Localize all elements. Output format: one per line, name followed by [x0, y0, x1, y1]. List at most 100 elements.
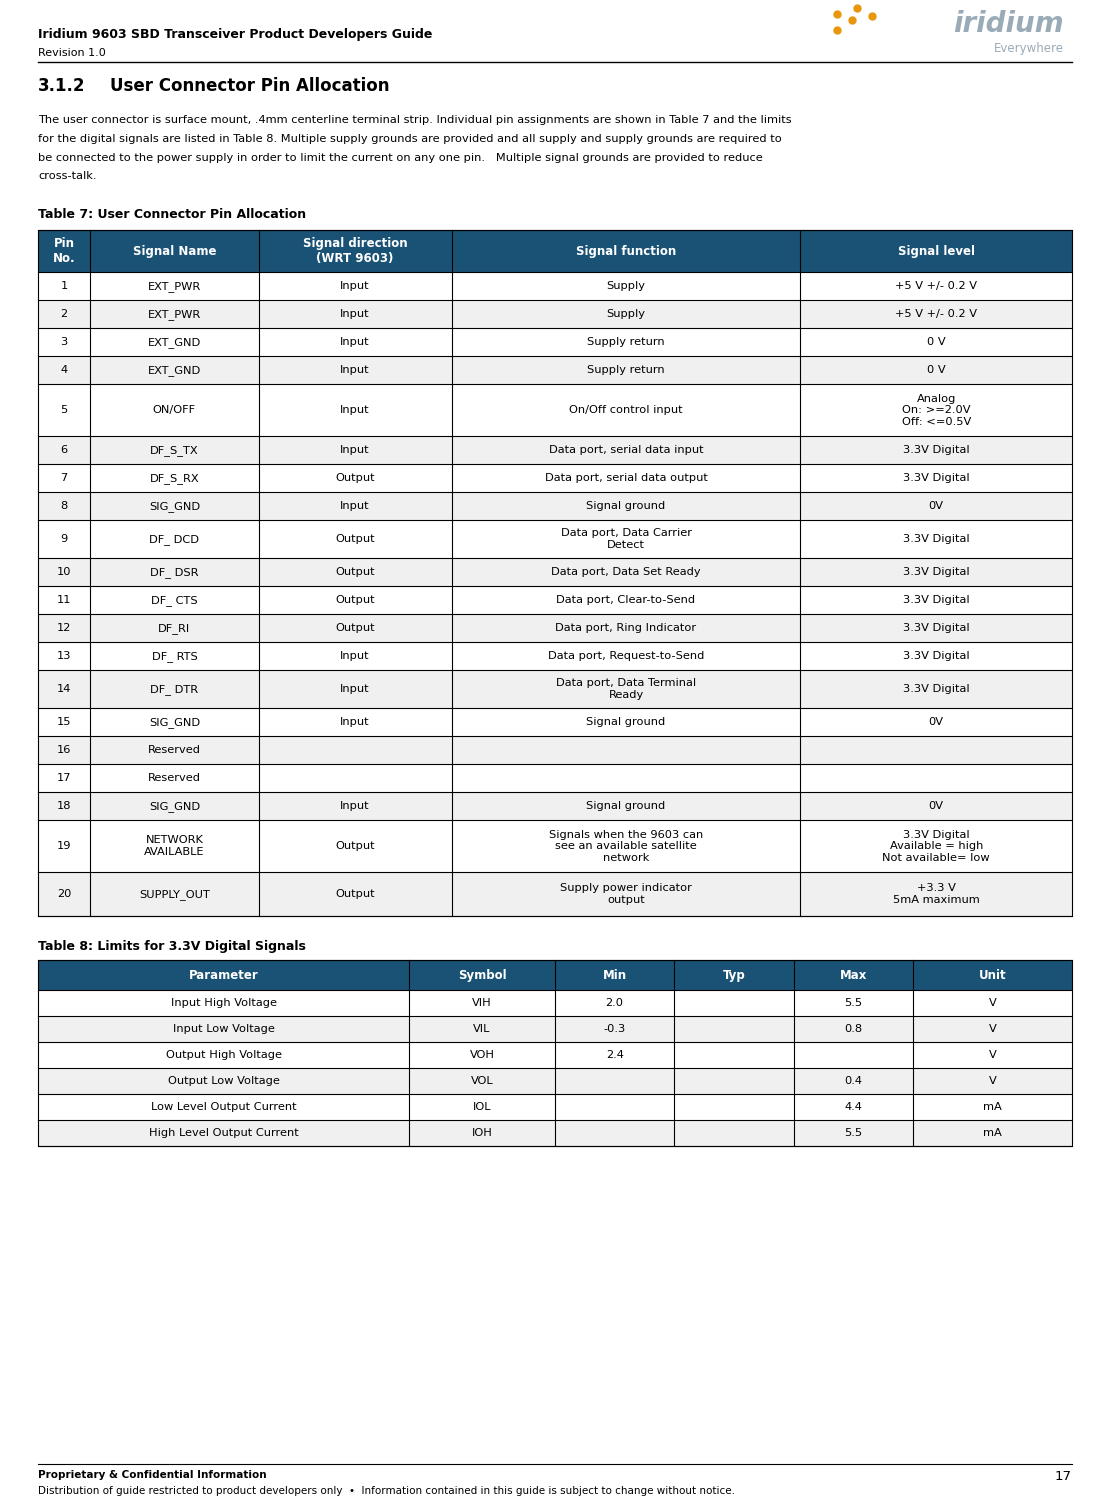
Text: 10: 10	[57, 568, 71, 577]
Text: be connected to the power supply in order to limit the current on any one pin.  : be connected to the power supply in orde…	[38, 152, 763, 163]
Bar	[38, 614, 1072, 642]
Text: 17: 17	[57, 773, 71, 783]
Text: 16: 16	[57, 745, 71, 755]
Text: DF_RI: DF_RI	[159, 623, 190, 634]
Text: Output: Output	[335, 889, 375, 899]
Text: User Connector Pin Allocation: User Connector Pin Allocation	[110, 77, 389, 95]
Text: EXT_PWR: EXT_PWR	[148, 280, 201, 292]
Bar	[38, 273, 1072, 300]
Text: Data port, serial data input: Data port, serial data input	[549, 446, 703, 455]
Text: 19: 19	[57, 842, 71, 851]
Text: DF_S_RX: DF_S_RX	[150, 473, 199, 483]
Bar	[38, 1068, 1072, 1095]
Text: Signal ground: Signal ground	[586, 717, 665, 727]
Text: -0.3: -0.3	[604, 1024, 626, 1035]
Text: 17: 17	[1055, 1470, 1072, 1483]
Text: Proprietary & Confidential Information: Proprietary & Confidential Information	[38, 1470, 267, 1480]
Bar	[38, 764, 1072, 792]
Text: 18: 18	[57, 801, 71, 812]
Text: 0 V: 0 V	[927, 337, 945, 348]
Text: Input: Input	[340, 446, 370, 455]
Text: Input: Input	[340, 282, 370, 291]
Text: Supply return: Supply return	[587, 364, 665, 375]
Text: EXT_GND: EXT_GND	[148, 337, 201, 348]
Bar	[38, 792, 1072, 821]
Text: Distribution of guide restricted to product developers only  •  Information cont: Distribution of guide restricted to prod…	[38, 1486, 735, 1495]
Text: Output: Output	[335, 535, 375, 544]
Text: Signal Name: Signal Name	[132, 244, 217, 258]
Bar	[38, 670, 1072, 708]
Text: DF_ RTS: DF_ RTS	[152, 651, 197, 661]
Bar	[38, 961, 1072, 1146]
Text: 12: 12	[57, 623, 71, 633]
Text: Max: Max	[839, 968, 866, 982]
Text: 3.1.2: 3.1.2	[38, 77, 85, 95]
Text: VOL: VOL	[470, 1077, 493, 1086]
Bar	[38, 328, 1072, 357]
Text: Output: Output	[335, 473, 375, 483]
Bar	[38, 520, 1072, 559]
Text: 3.3V Digital: 3.3V Digital	[903, 595, 969, 605]
Text: Signal function: Signal function	[575, 244, 676, 258]
Text: 3.3V Digital: 3.3V Digital	[903, 623, 969, 633]
Text: On/Off control input: On/Off control input	[569, 405, 683, 416]
Bar	[38, 1042, 1072, 1068]
Bar	[38, 1095, 1072, 1120]
Text: 3.3V Digital: 3.3V Digital	[903, 446, 969, 455]
Text: Low Level Output Current: Low Level Output Current	[151, 1102, 296, 1113]
Text: Data port, Data Carrier
Detect: Data port, Data Carrier Detect	[560, 529, 691, 550]
Text: +3.3 V
5mA maximum: +3.3 V 5mA maximum	[893, 884, 979, 905]
Bar	[38, 559, 1072, 586]
Text: 3.3V Digital
Available = high
Not available= low: 3.3V Digital Available = high Not availa…	[883, 830, 990, 863]
Bar	[38, 1120, 1072, 1146]
Bar	[38, 230, 1072, 916]
Text: +5 V +/- 0.2 V: +5 V +/- 0.2 V	[895, 309, 977, 319]
Text: V: V	[989, 1077, 997, 1086]
Text: DF_ DTR: DF_ DTR	[150, 684, 198, 694]
Text: 7: 7	[60, 473, 68, 483]
Text: 3.3V Digital: 3.3V Digital	[903, 651, 969, 661]
Bar	[38, 1017, 1072, 1042]
Text: 0V: 0V	[929, 801, 944, 812]
Text: Signals when the 9603 can
see an available satellite
network: Signals when the 9603 can see an availab…	[549, 830, 703, 863]
Text: 13: 13	[57, 651, 71, 661]
Bar	[38, 708, 1072, 736]
Text: Input: Input	[340, 364, 370, 375]
Text: Data port, Clear-to-Send: Data port, Clear-to-Send	[557, 595, 696, 605]
Bar	[38, 437, 1072, 464]
Bar	[38, 230, 1072, 273]
Text: 0 V: 0 V	[927, 364, 945, 375]
Text: Data port, serial data output: Data port, serial data output	[545, 473, 708, 483]
Text: Input: Input	[340, 801, 370, 812]
Text: 5: 5	[60, 405, 68, 416]
Text: Typ: Typ	[722, 968, 745, 982]
Text: Input: Input	[340, 309, 370, 319]
Text: Data port, Ring Indicator: Data port, Ring Indicator	[556, 623, 697, 633]
Text: SUPPLY_OUT: SUPPLY_OUT	[139, 889, 210, 899]
Text: DF_ DCD: DF_ DCD	[150, 533, 199, 545]
Bar	[38, 357, 1072, 384]
Text: Input: Input	[340, 717, 370, 727]
Text: ON/OFF: ON/OFF	[153, 405, 196, 416]
Text: 5.5: 5.5	[845, 1128, 862, 1139]
Text: Analog
On: >=2.0V
Off: <=0.5V: Analog On: >=2.0V Off: <=0.5V	[901, 393, 970, 426]
Text: Data port, Data Terminal
Ready: Data port, Data Terminal Ready	[556, 678, 696, 700]
Text: Signal ground: Signal ground	[586, 501, 665, 511]
Text: Data port, Request-to-Send: Data port, Request-to-Send	[548, 651, 705, 661]
Text: 1: 1	[60, 282, 68, 291]
Text: Signal level: Signal level	[898, 244, 975, 258]
Text: 20: 20	[57, 889, 71, 899]
Text: Reserved: Reserved	[148, 773, 201, 783]
Text: Reserved: Reserved	[148, 745, 201, 755]
Bar	[38, 821, 1072, 872]
Text: 4: 4	[60, 364, 68, 375]
Text: Everywhere: Everywhere	[994, 42, 1064, 56]
Text: 0V: 0V	[929, 501, 944, 511]
Bar	[38, 872, 1072, 916]
Text: 3.3V Digital: 3.3V Digital	[903, 684, 969, 694]
Bar	[38, 961, 1072, 991]
Text: The user connector is surface mount, .4mm centerline terminal strip. Individual : The user connector is surface mount, .4m…	[38, 114, 792, 125]
Text: V: V	[989, 1024, 997, 1035]
Bar	[38, 300, 1072, 328]
Text: 11: 11	[57, 595, 71, 605]
